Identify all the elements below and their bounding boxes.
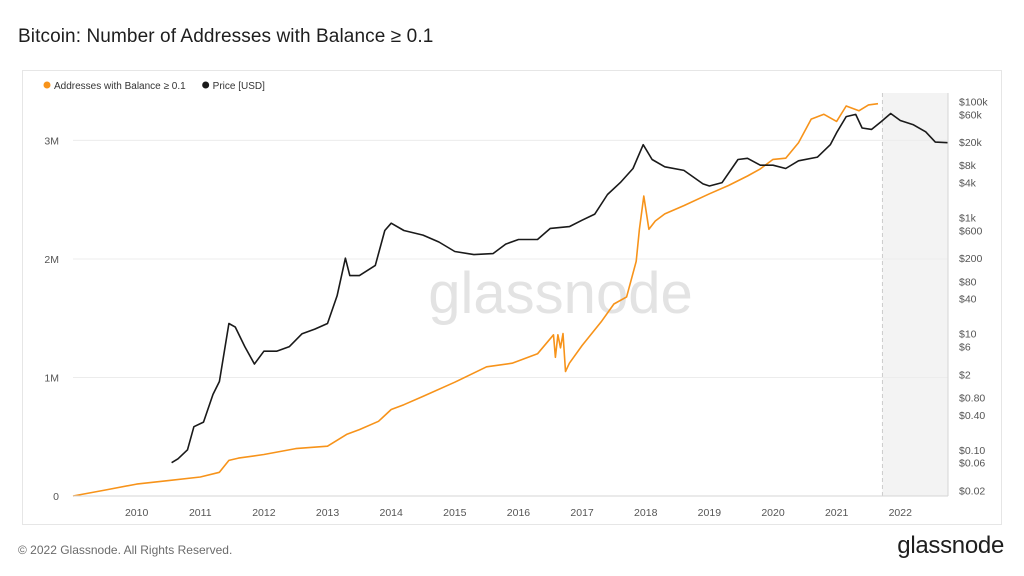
y-right-tick-label: $40	[959, 294, 977, 306]
x-tick-label: 2019	[698, 507, 722, 519]
page-title: Bitcoin: Number of Addresses with Balanc…	[18, 26, 434, 47]
x-tick-label: 2011	[189, 507, 212, 519]
y-right-tick-label: $0.40	[959, 410, 985, 422]
legend-label-0: Addresses with Balance ≥ 0.1	[54, 81, 186, 92]
x-tick-label: 2013	[316, 507, 340, 519]
y-left-tick-label: 3M	[44, 135, 59, 147]
y-right-tick-label: $0.02	[959, 485, 985, 497]
y-right-tick-label: $100k	[959, 96, 988, 108]
x-tick-label: 2016	[507, 507, 531, 519]
y-right-tick-label: $80	[959, 276, 977, 288]
legend-label-1: Price [USD]	[213, 81, 265, 92]
y-right-tick-label: $4k	[959, 178, 977, 190]
glassnode-logo[interactable]: glassnode	[897, 532, 1004, 559]
y-right-tick-label: $600	[959, 225, 983, 237]
recent-period-shade	[882, 93, 948, 496]
y-right-tick-label: $0.80	[959, 392, 985, 404]
y-left-tick-label: 0	[53, 491, 59, 503]
x-tick-label: 2012	[252, 507, 276, 519]
watermark-text: glassnode	[428, 261, 692, 326]
y-right-tick-label: $6	[959, 342, 971, 354]
series-line-0	[72, 102, 879, 497]
x-tick-label: 2014	[380, 507, 404, 519]
legend-marker-1	[202, 81, 210, 89]
y-right-tick-label: $60k	[959, 109, 983, 121]
y-right-tick-label: $8k	[959, 160, 977, 172]
series-line-1	[171, 112, 949, 464]
x-tick-label: 2022	[889, 507, 913, 519]
y-right-tick-label: $0.10	[959, 445, 985, 457]
chart: glassnode 0 1M 2M 3M $0.02 $0.06$0.10 $0.40 $0.…	[43, 81, 988, 519]
y-right-tick-label: $20k	[959, 137, 983, 149]
x-tick-label: 2021	[825, 507, 849, 519]
x-tick-label: 2017	[570, 507, 594, 519]
chart-panel: glassnode 0 1M 2M 3M $0.02 $0.06 $0.10 $0.40 $0.…	[22, 70, 1002, 525]
y-right-tick-label: $1k	[959, 213, 977, 225]
y-right-tick-label: $200	[959, 253, 983, 265]
x-tick-label: 2018	[634, 507, 658, 519]
y-right-tick-label: $0.06	[959, 458, 985, 470]
y-right-tick-label: $10	[959, 329, 977, 341]
y-left-tick-label: 2M	[44, 254, 59, 266]
y-right-tick-label: $2	[959, 369, 971, 381]
x-tick-label: 2010	[125, 507, 149, 519]
y-left-tick-label: 1M	[44, 372, 59, 384]
x-tick-label: 2020	[761, 507, 785, 519]
copyright-text: © 2022 Glassnode. All Rights Reserved.	[18, 543, 233, 557]
legend-marker-0	[43, 81, 51, 89]
x-tick-label: 2015	[443, 507, 467, 519]
